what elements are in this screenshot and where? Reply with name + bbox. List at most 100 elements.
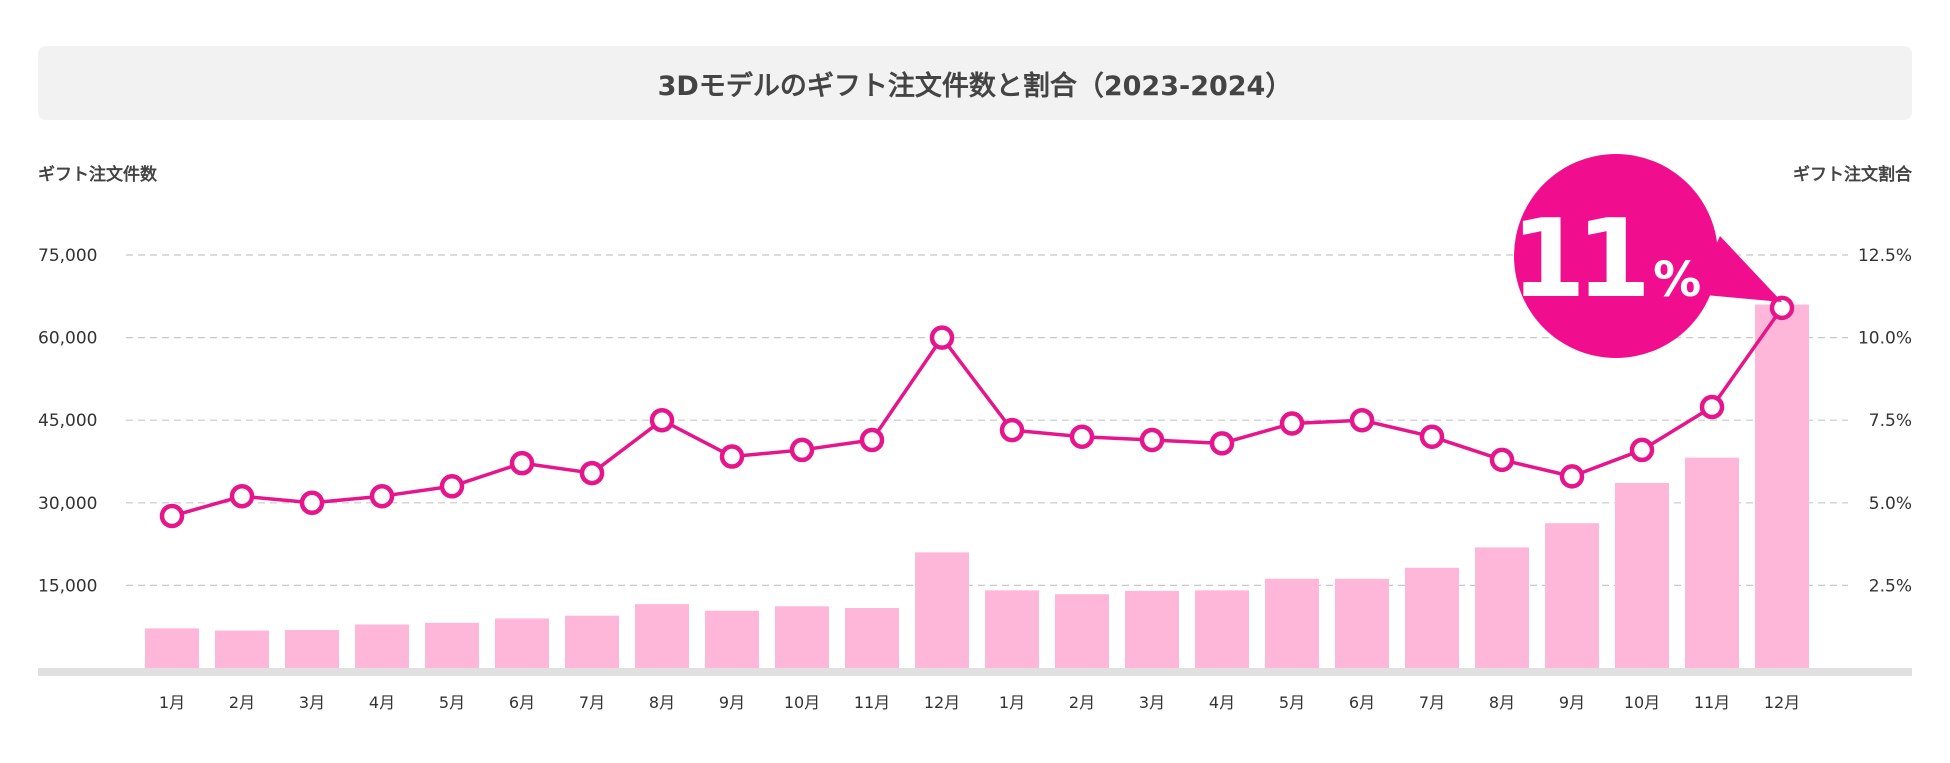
line-point [509, 450, 535, 476]
x-tick-label: 5月 [439, 693, 465, 712]
line-point [579, 460, 605, 486]
line-point [1139, 427, 1165, 453]
y-right-tick-label: 2.5% [1869, 576, 1912, 596]
bar [775, 606, 829, 668]
line-point [299, 490, 325, 516]
y-right-tick-label: 7.5% [1869, 411, 1912, 431]
callout-unit: % [1653, 252, 1701, 308]
line-point [439, 474, 465, 499]
y-left-tick-label: 15,000 [38, 576, 97, 596]
callout-bubble [1514, 154, 1718, 358]
y-left-tick-label: 75,000 [38, 246, 97, 266]
y-left-tick-label: 60,000 [38, 329, 97, 349]
x-tick-label: 6月 [509, 693, 535, 712]
line-point [999, 417, 1025, 443]
bar [495, 618, 549, 668]
line-series [171, 306, 1784, 518]
x-tick-label: 1月 [159, 693, 185, 712]
line-point [789, 437, 815, 463]
line-point [1699, 394, 1725, 420]
line-point [1769, 295, 1795, 321]
y-right-tick-label: 10.0% [1858, 329, 1912, 349]
x-tick-label: 7月 [1419, 693, 1445, 712]
highlight-callout: 11% [1511, 154, 1782, 358]
chart-title: 3Dモデルのギフト注文件数と割合（2023-2024） [658, 70, 1293, 102]
y-right-tick-label: 12.5% [1858, 246, 1912, 266]
x-tick-label: 4月 [369, 693, 395, 712]
y-right-axis-title: ギフト注文割合 [1793, 164, 1913, 185]
x-tick-label: 12月 [924, 693, 960, 712]
bar [1405, 567, 1459, 668]
bar [1615, 482, 1669, 668]
line-point [929, 325, 955, 350]
x-tick-label: 10月 [1624, 693, 1660, 712]
ratio-line [171, 306, 1784, 518]
bar [705, 610, 759, 668]
x-tick-label: 9月 [719, 693, 745, 712]
line-point [1419, 424, 1445, 449]
y-left-tick-label: 30,000 [38, 494, 97, 514]
line-point [1629, 437, 1655, 463]
bar [985, 590, 1039, 668]
title-bar [38, 46, 1912, 120]
bar [635, 604, 689, 668]
x-tick-label: 12月 [1764, 693, 1800, 712]
bar [915, 552, 969, 668]
y-left-ticks: 15,000 30,000 45,000 60,000 75,000 [38, 246, 97, 596]
line-point [1069, 424, 1095, 449]
line-point [159, 503, 185, 529]
bar [145, 628, 199, 668]
x-tick-label: 7月 [579, 693, 605, 712]
line-point [1209, 431, 1235, 456]
y-left-axis-title: ギフト注文件数 [38, 164, 158, 185]
x-tick-label: 3月 [1139, 693, 1165, 712]
x-axis-baseline [38, 668, 1912, 676]
x-tick-label: 6月 [1349, 693, 1375, 712]
line-point [1279, 411, 1305, 436]
bar [1265, 578, 1319, 668]
x-tick-label: 3月 [299, 693, 325, 712]
x-tick-label: 5月 [1279, 693, 1305, 712]
bar [845, 607, 899, 668]
bar [1055, 594, 1109, 668]
bar [355, 624, 409, 668]
line-point [229, 483, 255, 509]
x-tick-label: 8月 [649, 693, 675, 712]
x-tick-label: 11月 [1694, 693, 1730, 712]
y-left-tick-label: 45,000 [38, 411, 97, 431]
bar-series [145, 304, 1809, 668]
bar [1125, 590, 1179, 668]
x-tick-label: 2月 [1069, 693, 1095, 712]
bar [1685, 457, 1739, 668]
bar [1475, 547, 1529, 668]
x-axis-labels: 1月 2月 3月 4月 5月 6月 7月 8月 9月 10月 11月 12月 1月 2月 3月 4月 5月 6月 7… [159, 693, 1800, 712]
bar [1195, 590, 1249, 668]
line-point [1559, 464, 1585, 489]
x-tick-label: 2月 [229, 693, 255, 712]
x-tick-label: 4月 [1209, 693, 1235, 712]
bar [285, 630, 339, 668]
y-right-ticks: 2.5% 5.0% 7.5% 10.0% 12.5% [1858, 246, 1912, 596]
callout-value: 11 [1511, 197, 1644, 322]
x-tick-label: 9月 [1559, 693, 1585, 712]
line-point [649, 407, 675, 433]
bar [1755, 304, 1809, 668]
callout-text: 11% [1511, 197, 1701, 322]
bar [425, 622, 479, 668]
bar [565, 615, 619, 668]
x-tick-label: 1月 [999, 693, 1025, 712]
line-points [159, 295, 1795, 529]
line-point [1349, 407, 1375, 433]
y-right-tick-label: 5.0% [1869, 494, 1912, 514]
line-point [1489, 447, 1515, 473]
x-tick-label: 8月 [1489, 693, 1515, 712]
bar [1545, 523, 1599, 668]
line-point [859, 427, 885, 453]
x-tick-label: 11月 [854, 693, 890, 712]
line-point [369, 483, 395, 509]
bar [215, 630, 269, 668]
x-tick-label: 10月 [784, 693, 820, 712]
line-point [719, 444, 745, 469]
bar [1335, 578, 1389, 668]
